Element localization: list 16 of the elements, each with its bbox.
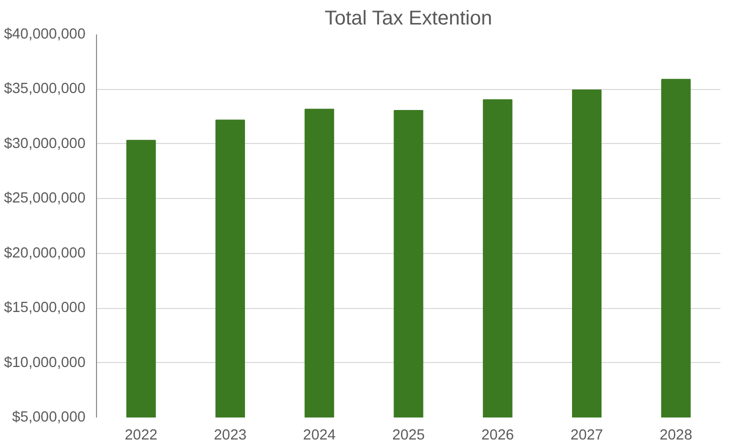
x-tick-label: 2024: [303, 428, 336, 444]
x-tick-label: 2028: [660, 428, 692, 444]
y-tick-label: $5,000,000: [12, 410, 86, 426]
x-tick-label: 2026: [481, 428, 514, 444]
y-tick-label: $25,000,000: [4, 190, 86, 207]
x-tick-label: 2022: [124, 428, 158, 444]
y-tick-label: $40,000,000: [4, 26, 86, 42]
y-tick-label: $30,000,000: [4, 136, 86, 152]
x-tick-label: 2023: [214, 428, 247, 444]
x-tick-label: 2025: [392, 428, 425, 444]
x-tick-label: 2027: [570, 428, 604, 444]
y-tick-label: $20,000,000: [4, 245, 86, 262]
y-tick-label: $15,000,000: [4, 300, 86, 316]
chart-title: Total Tax Extention: [324, 8, 492, 30]
y-tick-label: $10,000,000: [4, 354, 86, 371]
y-tick-label: $35,000,000: [4, 81, 86, 98]
